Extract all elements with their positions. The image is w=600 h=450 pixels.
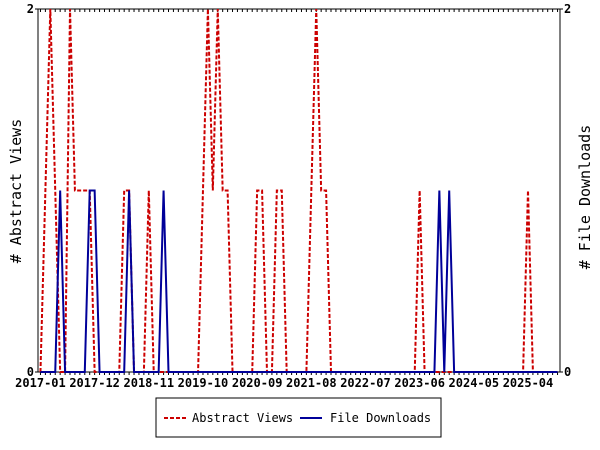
plot-area-border — [37, 8, 561, 373]
y-tick-label-right: 0 — [564, 365, 571, 379]
x-tick-label: 2020-09 — [232, 376, 283, 390]
legend-label-file-downloads: File Downloads — [330, 411, 431, 425]
x-tick-label: 2018-11 — [124, 376, 175, 390]
x-tick-label: 2023-06 — [394, 376, 445, 390]
x-axis-tick-labels: 2017-01 2017-12 2018-11 2019-10 2020-09 2021-… — [15, 376, 553, 390]
x-tick-label: 2024-05 — [449, 376, 500, 390]
y-axis-tick-labels: 0 0 2 2 — [27, 2, 571, 379]
legend: Abstract Views File Downloads — [155, 397, 442, 438]
y-tick-label-right: 2 — [564, 2, 571, 16]
plot-frame — [37, 8, 561, 373]
series-line-abstract-views — [39, 8, 558, 373]
y-axis-right-title: # File Downloads — [576, 125, 594, 270]
x-tick-label: 2017-01 — [15, 376, 66, 390]
series-line-file-downloads — [40, 189, 558, 373]
x-tick-label: 2025-04 — [503, 376, 554, 390]
legend-box — [155, 397, 442, 438]
x-tick-label: 2017-12 — [69, 376, 120, 390]
y-tick-label-left: 0 — [27, 365, 34, 379]
y-tick-label-left: 2 — [27, 2, 34, 16]
legend-label-abstract-views: Abstract Views — [192, 411, 293, 425]
x-axis-ticks — [39, 9, 559, 375]
x-tick-label: 2022-07 — [340, 376, 391, 390]
y-axis-left-title: # Abstract Views — [7, 119, 25, 264]
x-tick-label: 2019-10 — [178, 376, 229, 390]
x-tick-label: 2021-08 — [286, 376, 337, 390]
series-lines — [39, 8, 558, 373]
